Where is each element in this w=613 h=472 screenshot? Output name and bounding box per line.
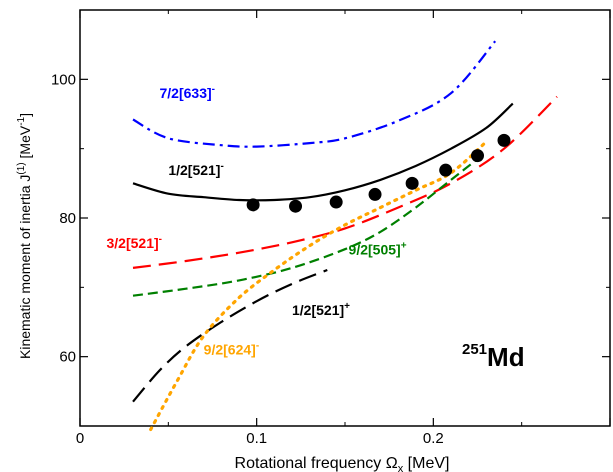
- x-axis-label: Rotational frequency Ωx [MeV]: [235, 455, 450, 472]
- y-tick-label: 100: [51, 71, 76, 88]
- series-label-1: 1/2[521]-: [168, 161, 224, 178]
- y-tick-label: 60: [59, 349, 76, 366]
- x-axis-label-unit: [MeV]: [403, 455, 449, 472]
- data-point: [289, 199, 303, 213]
- series-label-parity: -: [256, 341, 259, 352]
- y-axis-label-unit: [MeV: [17, 125, 33, 162]
- series-label-parity: -: [159, 234, 162, 245]
- x-axis-label-sub: x: [398, 463, 404, 472]
- plot-frame: [79, 9, 611, 427]
- data-point: [329, 195, 343, 209]
- series-layer: [132, 40, 558, 432]
- series-label-text: 1/2[521]: [292, 302, 344, 318]
- plot-frame-layer: [79, 9, 611, 427]
- y-axis-label-unit-sup: -1: [16, 116, 27, 125]
- series-label-text: 9/2[624]: [204, 342, 256, 358]
- data-point: [471, 149, 484, 163]
- tick-layer: 0 0.1 0.2 60 80 100: [51, 9, 611, 447]
- series-label-parity: +: [344, 301, 350, 312]
- series-line-3: [132, 151, 487, 297]
- data-point: [439, 163, 453, 177]
- series-line-1: [132, 102, 514, 202]
- series-label-4: 1/2[521]+: [292, 301, 350, 318]
- series-line-5: [149, 140, 488, 432]
- y-tick-label: 80: [59, 210, 76, 227]
- nucleus-mass-number: 251: [462, 341, 487, 358]
- data-point: [246, 198, 260, 212]
- series-label-parity: -: [220, 161, 223, 172]
- series-label-parity: -: [212, 84, 215, 95]
- series-label-5: 9/2[624]-: [204, 341, 260, 358]
- series-line-0: [132, 40, 497, 148]
- y-axis-label-close: ]: [17, 113, 33, 117]
- nucleus-annotation: 251Md: [462, 341, 525, 372]
- series-line-4: [132, 268, 328, 403]
- series-label-3: 9/2[505]+: [349, 241, 407, 258]
- series-label-2: 3/2[521]-: [107, 234, 163, 251]
- nucleus-symbol: Md: [487, 342, 525, 372]
- series-label-0: 7/2[633]-: [160, 84, 216, 101]
- x-tick-label: 0.1: [246, 430, 267, 447]
- series-label-text: 1/2[521]: [168, 162, 220, 178]
- series-label-parity: +: [401, 241, 407, 252]
- series-label-text: 9/2[505]: [349, 242, 401, 258]
- series-line-2: [132, 95, 558, 269]
- x-tick-label: 0: [76, 430, 84, 447]
- x-tick-label: 0.2: [423, 430, 444, 447]
- y-axis-label-sup: (1): [16, 162, 27, 174]
- y-axis-label: Kinematic moment of inertia J(1) [MeV-1]: [16, 113, 33, 359]
- series-label-text: 7/2[633]: [160, 85, 212, 101]
- data-point: [497, 133, 511, 147]
- y-axis-label-main: Kinematic moment of inertia J: [17, 175, 33, 359]
- label-layer: 7/2[633]-1/2[521]-3/2[521]-9/2[505]+1/2[…: [107, 84, 407, 358]
- data-point: [405, 176, 419, 190]
- series-label-text: 3/2[521]: [107, 235, 159, 251]
- data-point: [368, 187, 382, 201]
- x-axis-label-main: Rotational frequency Ω: [235, 455, 398, 472]
